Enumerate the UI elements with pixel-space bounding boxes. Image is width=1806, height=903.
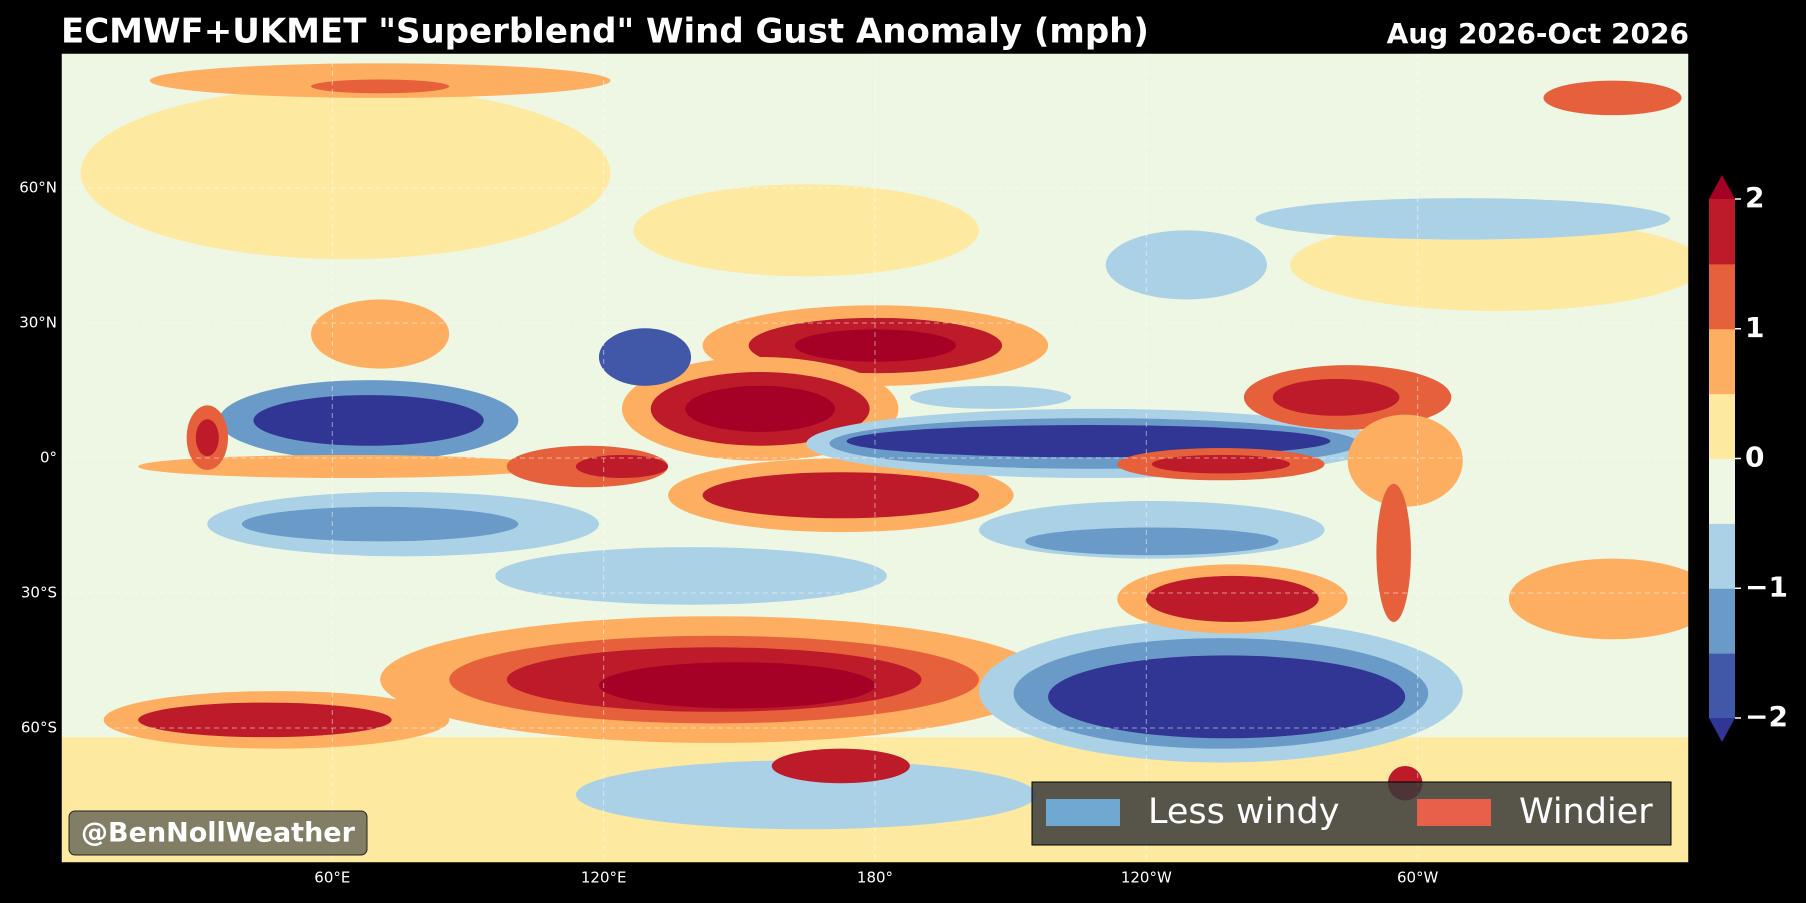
- legend-swatch: [1046, 799, 1120, 826]
- legend: Less windy Windier: [1031, 781, 1672, 846]
- legend-box: [1031, 781, 1672, 846]
- colorbar-extend-low: [1709, 718, 1735, 742]
- lat-tick-label: 60°S: [21, 719, 57, 737]
- lon-tick-label: 60°E: [314, 869, 350, 887]
- lat-tick-label: 60°N: [19, 179, 57, 197]
- lat-tick-label: 0°: [40, 449, 57, 467]
- map: [61, 53, 1689, 863]
- colorbar-band: [1709, 199, 1735, 265]
- colorbar: −2 −1 0 1 2: [1709, 175, 1788, 742]
- colorbar-extend-high: [1709, 175, 1735, 199]
- legend-label: Less windy: [1148, 792, 1339, 832]
- colorbar-tick-label: −2: [1745, 700, 1788, 733]
- colorbar-band: [1709, 523, 1735, 589]
- period: Aug 2026-Oct 2026: [1387, 17, 1689, 50]
- colorbar-tick-label: −1: [1745, 570, 1788, 603]
- colorbar-band: [1709, 393, 1735, 459]
- map-frame: [60, 52, 1690, 864]
- watermark: @BenNollWeather: [68, 810, 368, 856]
- graticule: [61, 53, 1689, 863]
- colorbar-tick-label: 2: [1745, 181, 1764, 214]
- colorbar-band: [1709, 588, 1735, 654]
- lon-tick-label: 60°W: [1397, 869, 1439, 887]
- colorbar-tick-label: 0: [1745, 441, 1764, 474]
- watermark-box: [68, 810, 368, 856]
- lat-tick-label: 30°S: [21, 584, 57, 602]
- colorbar-band: [1709, 263, 1735, 330]
- lon-tick-label: 120°W: [1121, 869, 1172, 887]
- title: ECMWF+UKMET "Superblend" Wind Gust Anoma…: [61, 12, 1149, 52]
- colorbar-band: [1709, 458, 1735, 524]
- watermark-text: @BenNollWeather: [81, 818, 356, 849]
- lon-tick-label: 120°E: [581, 869, 627, 887]
- lat-tick-label: 30°N: [19, 314, 57, 332]
- legend-label: Windier: [1519, 792, 1653, 832]
- legend-swatch: [1417, 799, 1491, 826]
- colorbar-tick-label: 1: [1745, 311, 1764, 344]
- colorbar-band: [1709, 328, 1735, 395]
- axis-labels: 60°E 120°E 180° 120°W 60°W 60°N 30°N 0° 30°S 60°S: [19, 179, 1438, 887]
- lon-tick-label: 180°: [857, 869, 893, 887]
- colorbar-band: [1709, 653, 1735, 719]
